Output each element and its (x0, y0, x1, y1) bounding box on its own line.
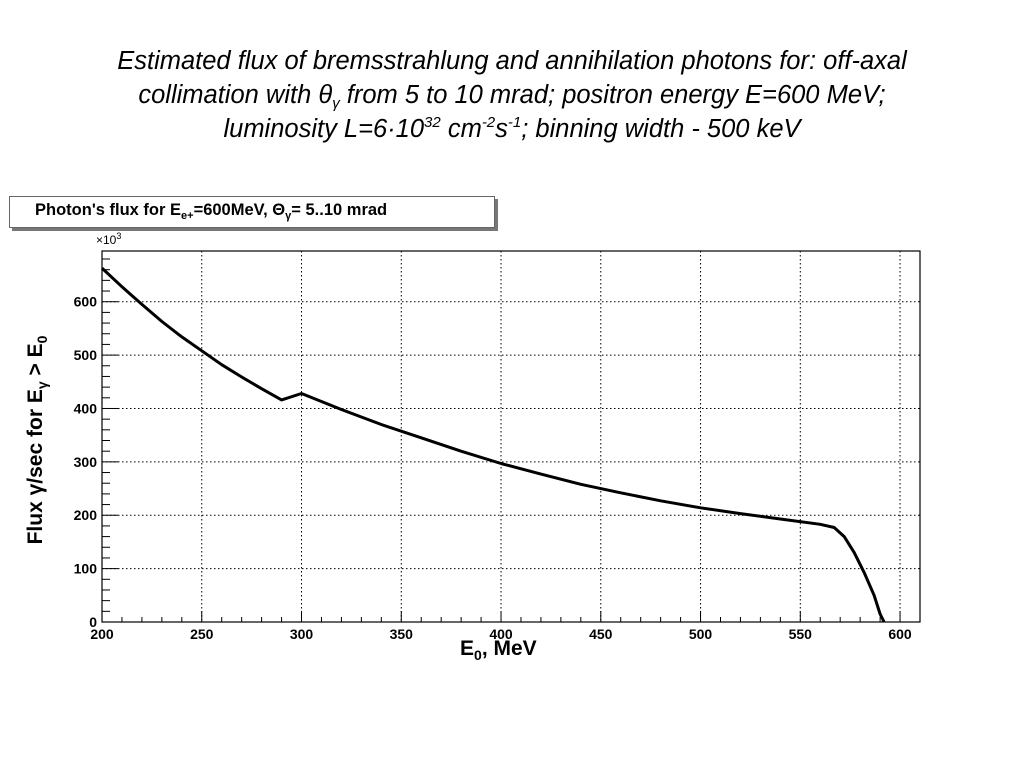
x-tick-label: 250 (190, 626, 214, 642)
x-axis-label: E0, MeV (460, 637, 537, 663)
y-axis-label: Flux γ/sec for Eγ > E0 (24, 335, 50, 545)
x-tick-label: 500 (689, 626, 713, 642)
slide-title-line-1: Estimated flux of bremsstrahlung and ann… (117, 47, 907, 75)
slide-title-line-3: luminosity L=6·1032 cm-2s-1; binning wid… (223, 114, 801, 143)
x-tick-label: 350 (390, 626, 414, 642)
x-tick-label: 550 (789, 626, 813, 642)
y-tick-label: 400 (74, 400, 98, 416)
y-tick-label: 500 (74, 347, 98, 363)
grid-lines (102, 251, 920, 622)
plot-frame (101, 250, 921, 623)
y-tick-label: 100 (74, 561, 98, 577)
slide-title-line-2: collimation with θγ from 5 to 10 mrad; p… (138, 81, 886, 112)
slide-title: Estimated flux of bremsstrahlung and ann… (40, 44, 984, 146)
plot-title-box: Photon's flux for Ee+=600MeV, Θγ= 5..10 … (9, 196, 495, 228)
y-tick-label: 600 (74, 294, 98, 310)
x-tick-label: 200 (90, 626, 114, 642)
axis-ticks (101, 258, 921, 623)
flux-curve (100, 267, 886, 623)
x-tick-label: 450 (589, 626, 613, 642)
y-tick-label: 300 (74, 454, 98, 470)
y-multiplier: ×103 (96, 231, 122, 248)
x-tick-label: 400 (489, 626, 513, 642)
tick-labels: 200 250 300 350 400 450 500 550 600 0 100 200 300 400… (74, 294, 912, 642)
y-tick-label: 0 (89, 614, 97, 630)
x-tick-label: 300 (290, 626, 314, 642)
y-tick-label: 200 (74, 507, 98, 523)
x-tick-label: 600 (888, 626, 912, 642)
